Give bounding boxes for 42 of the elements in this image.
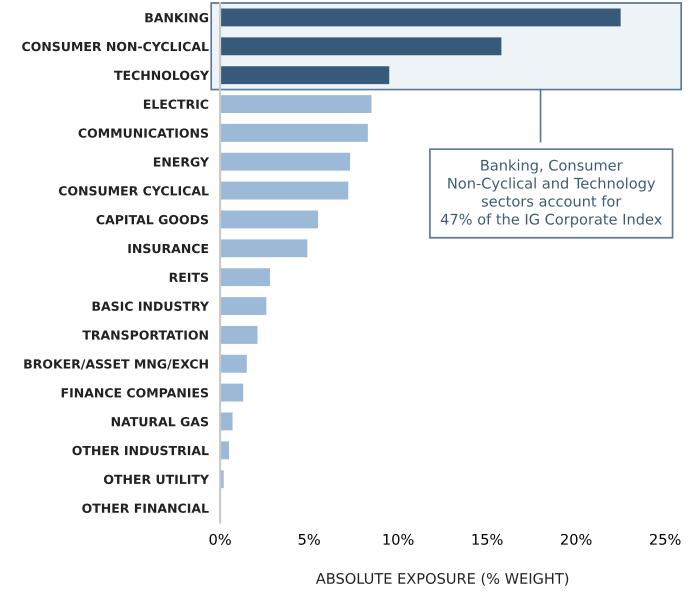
y-tick-label: OTHER FINANCIAL (82, 504, 209, 513)
bar (220, 297, 266, 315)
bar (220, 152, 350, 171)
x-tick-label: 20% (561, 534, 592, 545)
bar (220, 354, 247, 373)
y-tick-label: INSURANCE (128, 244, 208, 254)
x-tick-label: 5% (298, 534, 320, 545)
y-tick-label: ENERGY (154, 157, 210, 167)
y-tick-label: OTHER UTILITY (104, 474, 210, 484)
bar (220, 384, 244, 402)
bar (220, 182, 348, 200)
y-tick-label: TRANSPORTATION (82, 330, 208, 340)
y-tick-label: CAPITAL GOODS (96, 214, 208, 224)
y-tick-label: BROKER/ASSET MNG/EXCH (24, 359, 208, 370)
x-tick-label: 15% (472, 534, 503, 545)
bar (220, 441, 230, 460)
bar (220, 124, 368, 142)
y-tick-label: BASIC INDUSTRY (92, 302, 210, 311)
y-tick-label: ELECTRIC (144, 99, 208, 109)
y-tick-label: CONSUMER NON-CYCLICAL (22, 42, 209, 52)
bar (220, 412, 233, 430)
bar (220, 37, 502, 56)
y-tick-label: TECHNOLOGY (114, 70, 210, 80)
y-tick-label: NATURAL GAS (112, 416, 208, 426)
x-tick-label: 0% (210, 534, 231, 545)
bar (220, 66, 390, 84)
y-tick-label: BANKING (145, 12, 208, 22)
bar (220, 95, 372, 113)
y-tick-label: REITS (170, 272, 208, 282)
y-tick-label: COMMUNICATIONS (78, 128, 208, 138)
x-axis-title: ABSOLUTE EXPOSURE (% WEIGHT) (316, 572, 568, 586)
y-tick-label: CONSUMER CYCLICAL (58, 186, 209, 196)
x-tick-label: 10% (384, 534, 414, 545)
annotation: Banking, Consumer Non-Cyclical and Technology sectors account for 47% of the IG Corporate Index (440, 159, 662, 228)
x-tick-label: 25% (650, 534, 681, 545)
bar (220, 239, 308, 258)
bar (220, 268, 270, 286)
y-tick-label: OTHER INDUSTRIAL (72, 446, 209, 456)
bar (220, 210, 318, 228)
bar (220, 326, 258, 344)
y-tick-label: FINANCE COMPANIES (62, 388, 208, 398)
bar (220, 8, 621, 26)
